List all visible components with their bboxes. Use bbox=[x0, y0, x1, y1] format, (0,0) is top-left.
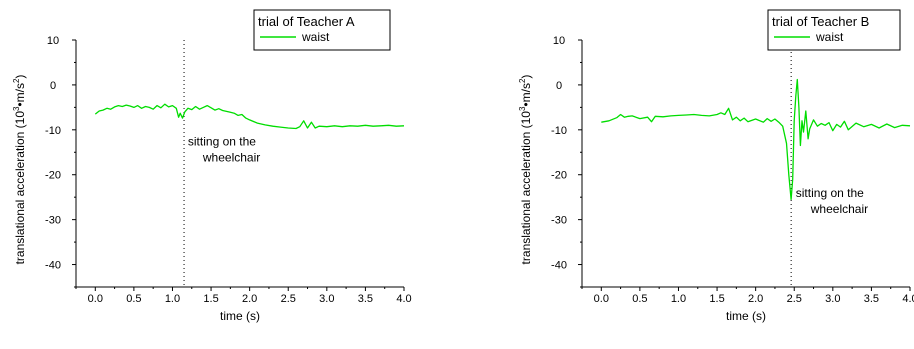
x-tick-label: 2.0 bbox=[748, 293, 763, 305]
x-tick-label: 1.0 bbox=[165, 293, 180, 305]
x-tick-label: 3.5 bbox=[358, 293, 373, 305]
legend-box bbox=[253, 9, 391, 51]
series-line-waist bbox=[601, 78, 911, 201]
x-tick-label: 0.0 bbox=[88, 293, 103, 305]
y-tick-label: -30 bbox=[551, 215, 567, 227]
x-tick-label: 0.0 bbox=[594, 293, 609, 305]
x-tick-label: 1.5 bbox=[709, 293, 724, 305]
y-axis-label-sup: 3 bbox=[518, 106, 527, 111]
x-axis-label: time (s) bbox=[726, 309, 766, 323]
y-axis-label-prefix: translational acceleration (10 bbox=[519, 111, 533, 265]
y-axis-label-mid: •m/s bbox=[519, 83, 533, 107]
legend-title: trial of Teacher A bbox=[258, 14, 355, 29]
x-tick-label: 3.0 bbox=[319, 293, 334, 305]
chart-teacher-a: 0.0 0.5 1.0 1.5 2.0 2.5 3.0 3.5 4.0 10 0 -10 -20 -30 -… bbox=[12, 9, 412, 323]
legend-label: waist bbox=[301, 30, 330, 44]
y-tick-label: -20 bbox=[551, 170, 567, 182]
x-tick-label: 1.5 bbox=[203, 293, 218, 305]
y-axis-label: translational acceleration (103•m/s2) bbox=[12, 75, 27, 265]
x-tick-label: 2.0 bbox=[242, 293, 257, 305]
y-axis-label-suffix: ) bbox=[13, 75, 27, 79]
y-tick-label: 10 bbox=[553, 35, 565, 47]
annotation-line-2: wheelchair bbox=[202, 151, 260, 165]
y-axis-label-prefix: translational acceleration (10 bbox=[13, 111, 27, 265]
series-line-waist bbox=[94, 103, 405, 130]
y-axis-label-mid: •m/s bbox=[13, 83, 27, 107]
x-tick-label: 2.5 bbox=[281, 293, 296, 305]
y-axis-label-suffix: ) bbox=[519, 75, 533, 79]
legend-box bbox=[767, 9, 901, 51]
y-tick-label: -20 bbox=[45, 170, 61, 182]
x-tick-label: 2.5 bbox=[787, 293, 802, 305]
y-tick-label: -30 bbox=[45, 215, 61, 227]
y-tick-label: -40 bbox=[45, 260, 61, 272]
y-tick-label: -40 bbox=[551, 260, 567, 272]
y-axis-label-sup: 2 bbox=[518, 78, 527, 83]
x-tick-label: 4.0 bbox=[902, 293, 914, 305]
y-tick-label: -10 bbox=[45, 125, 61, 137]
y-tick-label: 0 bbox=[556, 80, 562, 92]
y-tick-label: 0 bbox=[50, 80, 56, 92]
y-tick-label: 10 bbox=[47, 35, 59, 47]
x-tick-label: 0.5 bbox=[632, 293, 647, 305]
x-axis-label: time (s) bbox=[220, 309, 260, 323]
x-tick-label: 3.5 bbox=[864, 293, 879, 305]
legend-label: waist bbox=[815, 30, 844, 44]
annotation-line-2: wheelchair bbox=[810, 202, 868, 216]
x-tick-label: 1.0 bbox=[671, 293, 686, 305]
legend-title: trial of Teacher B bbox=[772, 14, 869, 29]
y-axis-label-sup: 3 bbox=[12, 106, 21, 111]
chart-teacher-b: 0.0 0.5 1.0 1.5 2.0 2.5 3.0 3.5 4.0 10 0 -10 -20 -30 -… bbox=[518, 9, 914, 323]
x-tick-label: 4.0 bbox=[396, 293, 411, 305]
y-axis-label-sup: 2 bbox=[12, 78, 21, 83]
annotation-line-1: sitting on the bbox=[796, 186, 864, 200]
y-axis-label: translational acceleration (103•m/s2) bbox=[518, 75, 533, 265]
annotation-line-1: sitting on the bbox=[188, 135, 256, 149]
x-tick-label: 0.5 bbox=[126, 293, 141, 305]
x-tick-label: 3.0 bbox=[825, 293, 840, 305]
y-tick-label: -10 bbox=[551, 125, 567, 137]
